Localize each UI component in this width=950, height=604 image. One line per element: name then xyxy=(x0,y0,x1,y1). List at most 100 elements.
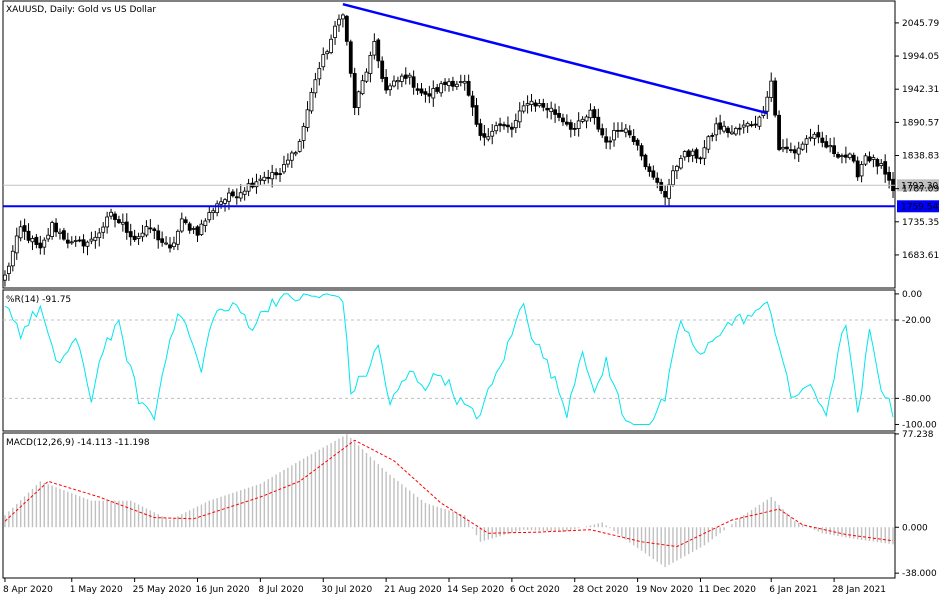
price-candle xyxy=(726,126,730,138)
candle-body xyxy=(69,241,74,244)
candle-body xyxy=(124,221,129,233)
price-candle xyxy=(223,198,227,212)
candle-body xyxy=(364,71,369,82)
downtrend-line[interactable] xyxy=(342,2,768,115)
price-candle xyxy=(30,235,35,251)
candle-body xyxy=(462,80,467,84)
price-candle xyxy=(478,118,483,141)
candle-body xyxy=(588,109,593,119)
candle-body xyxy=(97,232,102,239)
price-candle xyxy=(419,82,424,96)
candle-body xyxy=(474,105,479,125)
candle-body xyxy=(109,211,113,217)
candle-body xyxy=(623,128,628,133)
price-candle xyxy=(584,114,589,129)
price-candle xyxy=(254,173,259,194)
date-label: 8 Jul 2020 xyxy=(258,585,303,595)
candle-body xyxy=(616,129,620,132)
candle-body xyxy=(698,157,703,160)
candle-body xyxy=(50,222,55,237)
price-candle xyxy=(203,218,208,233)
price-candle xyxy=(521,100,526,114)
candle-body xyxy=(820,137,825,143)
candle-body xyxy=(816,132,821,138)
price-candle xyxy=(211,207,216,220)
candle-body xyxy=(517,110,522,123)
price-candle xyxy=(285,153,290,168)
price-candle xyxy=(537,98,542,108)
candle-body xyxy=(855,160,860,178)
price-candle xyxy=(675,164,679,180)
candle-body xyxy=(686,150,691,157)
price-candle xyxy=(164,236,168,246)
price-candle xyxy=(22,218,27,240)
candle-body xyxy=(451,80,455,87)
price-candle xyxy=(117,215,121,224)
price-candle xyxy=(545,102,550,119)
price-candle xyxy=(352,67,357,115)
candle-body xyxy=(706,136,711,150)
candle-body xyxy=(564,121,569,125)
price-candle xyxy=(694,147,699,164)
candle-body xyxy=(227,192,231,202)
candle-body xyxy=(568,122,573,130)
price-candle xyxy=(867,151,872,163)
candle-body xyxy=(871,157,876,160)
candle-body xyxy=(230,191,235,197)
price-candle xyxy=(486,128,491,142)
price-candle xyxy=(840,153,844,164)
price-candle xyxy=(329,34,334,55)
candle-body xyxy=(675,165,679,172)
price-candle xyxy=(262,171,267,185)
price-candle xyxy=(42,237,47,255)
candle-body xyxy=(804,138,809,145)
candle-body xyxy=(765,96,770,112)
price-candle xyxy=(796,141,801,162)
candle-body xyxy=(600,128,605,136)
candle-body xyxy=(498,123,502,126)
price-candle xyxy=(38,235,43,255)
candle-body xyxy=(30,238,35,243)
support-level-tag xyxy=(897,200,939,213)
price-candle xyxy=(301,122,306,149)
candle-body xyxy=(431,88,436,99)
price-candle xyxy=(152,227,157,240)
price-candle xyxy=(690,148,695,163)
candle-body xyxy=(682,151,687,158)
price-candle xyxy=(140,224,145,242)
date-label: 8 Apr 2020 xyxy=(3,585,53,595)
candle-body xyxy=(101,226,106,233)
price-candle xyxy=(105,211,110,234)
candle-body xyxy=(278,173,282,175)
price-candle xyxy=(678,154,683,170)
candle-body xyxy=(785,146,789,150)
candle-body xyxy=(435,87,440,92)
price-candle xyxy=(175,229,180,251)
macd-pane-title: MACD(12,26,9) -14.113 -11.198 xyxy=(6,438,150,448)
price-candle xyxy=(97,228,102,247)
candle-body xyxy=(10,250,15,267)
current-price-tag-text: 1792.30 xyxy=(901,181,938,191)
price-candle xyxy=(718,114,723,135)
price-candle xyxy=(344,14,349,46)
price-candle xyxy=(136,232,141,245)
price-candle xyxy=(89,231,94,245)
price-candle xyxy=(745,121,750,133)
candle-body xyxy=(753,123,758,126)
candle-body xyxy=(89,238,94,242)
price-candle xyxy=(757,115,762,130)
price-candle xyxy=(242,187,247,201)
price-candle xyxy=(529,93,534,112)
price-candle xyxy=(494,121,499,135)
wpr-ytick-label: -20.00 xyxy=(902,316,931,326)
price-candle xyxy=(462,74,467,91)
candle-body xyxy=(152,228,157,232)
candle-body xyxy=(58,231,62,234)
candle-body xyxy=(439,83,444,94)
candle-body xyxy=(140,232,145,238)
candle-body xyxy=(73,240,78,242)
date-label: 6 Oct 2020 xyxy=(510,585,560,595)
price-candle xyxy=(773,77,778,118)
price-candle xyxy=(812,131,817,146)
candle-body xyxy=(380,60,385,79)
